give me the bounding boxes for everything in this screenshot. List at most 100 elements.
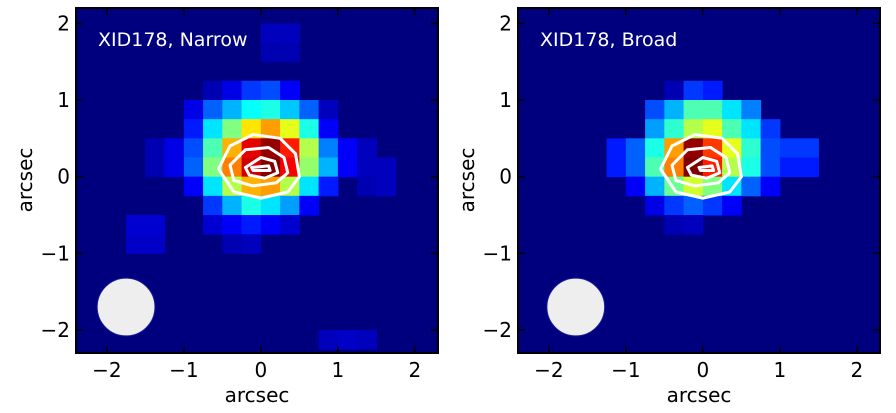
heatmap-pixel: [741, 176, 762, 197]
heatmap-pixel: [260, 42, 281, 63]
heatmap-pixel: [280, 215, 300, 235]
heatmap-pixel: [260, 215, 281, 235]
heatmap-pixel: [183, 138, 204, 158]
heatmap-pixel: [126, 234, 146, 254]
heatmap-pixel: [260, 80, 281, 101]
heatmap-pixel: [357, 176, 377, 197]
contour-core: [697, 164, 716, 172]
heatmap-pixel: [779, 157, 800, 178]
x-axis-label: arcsec: [667, 383, 732, 407]
contour-lines: [659, 133, 743, 200]
heatmap-pixel: [741, 119, 762, 139]
panel-narrow: −2 −1 0 1 2 −2 −1 0 1 2 XID178, Narrow arcsec arc…: [13, 7, 439, 407]
heatmap-pixel: [183, 176, 204, 197]
y-tick-label: 1: [57, 88, 70, 112]
beam-ellipse: [546, 277, 606, 337]
heatmap-pixel: [664, 215, 685, 235]
heatmap-pixel: [357, 330, 377, 350]
y-tick-label: 2: [499, 11, 512, 35]
heatmap-pixel: [645, 138, 665, 158]
heatmap-pixel: [702, 100, 723, 120]
x-axis-label: arcsec: [225, 383, 290, 407]
heatmap-pixel: [645, 119, 665, 139]
heatmap-pixel: [722, 119, 742, 139]
heatmap-pixel: [683, 215, 704, 235]
heatmap-pixel: [260, 195, 281, 216]
heatmap-pixel: [664, 157, 685, 178]
heatmap-pixel: [145, 234, 166, 254]
heatmap-pixel: [280, 195, 300, 216]
heatmap-pixel: [606, 157, 627, 178]
panel-broad: −2 −1 0 1 2 −2 −1 0 1 2 XID178, Broad arcsec arcs…: [455, 7, 881, 407]
heatmap-pixel: [222, 119, 243, 139]
heatmap-pixel: [357, 138, 377, 158]
heatmap-pixel: [280, 119, 300, 139]
heatmap-pixel: [645, 157, 665, 178]
heatmap-pixel: [664, 80, 685, 101]
heatmap-pixel: [126, 215, 146, 235]
heatmap-pixel: [741, 100, 762, 120]
y-tick-label: 0: [499, 165, 512, 189]
x-tick-label: 0: [254, 358, 267, 382]
heatmap-pixel: [664, 100, 685, 120]
y-tick-label: −1: [41, 241, 70, 265]
heatmap-pixel: [760, 176, 781, 197]
heatmap-pixel: [280, 42, 300, 63]
heatmap-pixels: [606, 80, 819, 235]
heatmap-pixel: [299, 195, 320, 216]
contour-middle: [228, 146, 290, 188]
heatmap-pixel: [606, 138, 627, 158]
heatmap-pixel: [683, 80, 704, 101]
axis-ticks: −2 −1 0 1 2 −2 −1 0 1 2: [41, 8, 438, 382]
heatmap-pixel: [376, 157, 397, 178]
heatmap-pixel: [241, 215, 262, 235]
heatmap-pixel: [145, 157, 166, 178]
heatmap-pixel: [702, 80, 723, 101]
contour-core: [250, 164, 272, 172]
y-axis-label: arcsec: [455, 148, 479, 213]
heatmap-pixel: [145, 215, 166, 235]
heatmap-pixel: [280, 80, 300, 101]
y-tick-label: −2: [41, 318, 70, 342]
heatmap-pixel: [260, 23, 281, 43]
panel-title: XID178, Narrow: [98, 29, 248, 51]
heatmap-pixel: [260, 119, 281, 139]
heatmap-pixel: [203, 195, 223, 216]
contour-outer: [217, 133, 301, 200]
contour-lines: [217, 133, 301, 200]
heatmap-pixel: [280, 100, 300, 120]
x-tick-label: 0: [696, 358, 709, 382]
heatmap-pixel: [625, 157, 646, 178]
heatmap-pixel: [337, 138, 358, 158]
heatmap-pixel: [645, 195, 665, 216]
heatmap-pixel: [741, 138, 762, 158]
y-tick-label: −2: [483, 318, 512, 342]
heatmap-pixel: [702, 195, 723, 216]
heatmap-pixel: [299, 100, 320, 120]
heatmap-pixel: [683, 195, 704, 216]
heatmap-pixel: [337, 157, 358, 178]
heatmap-pixel: [183, 157, 204, 178]
heatmap-pixel: [318, 138, 339, 158]
heatmap-pixel: [164, 138, 185, 158]
heatmap-pixel: [280, 23, 300, 43]
heatmap-pixel: [799, 138, 819, 158]
y-tick-label: 1: [499, 88, 512, 112]
heatmap-pixel: [241, 80, 262, 101]
heatmap-pixel: [683, 100, 704, 120]
x-tick-label: −2: [92, 358, 121, 382]
panel-title: XID178, Broad: [540, 29, 677, 51]
plot-frame: [517, 7, 881, 354]
axis-ticks: −2 −1 0 1 2 −2 −1 0 1 2: [483, 8, 880, 382]
heatmap-pixel: [645, 100, 665, 120]
y-tick-label: 2: [57, 11, 70, 35]
heatmap-pixel: [741, 157, 762, 178]
heatmap-pixel: [222, 195, 243, 216]
heatmap-pixel: [664, 119, 685, 139]
x-tick-label: 2: [409, 358, 422, 382]
plot-frame: [75, 7, 439, 354]
heatmap-pixel: [203, 157, 223, 178]
heatmap-pixel: [203, 138, 223, 158]
contour-inner: [685, 156, 722, 180]
